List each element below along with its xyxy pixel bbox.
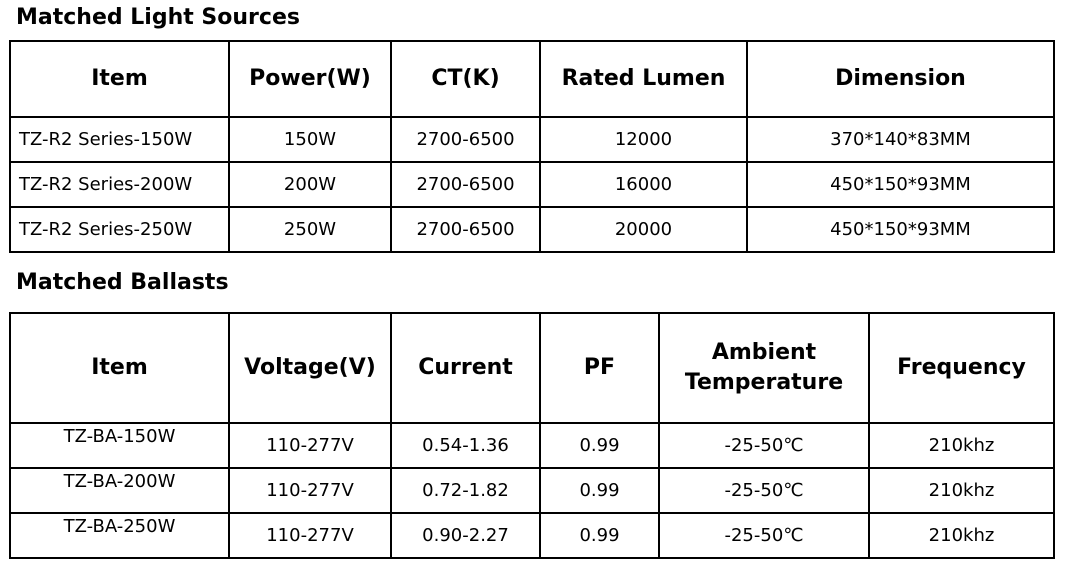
light-sources-title: Matched Light Sources — [16, 5, 300, 30]
cell-dimension: 370*140*83MM — [746, 116, 1055, 163]
header-pf: PF — [539, 312, 660, 424]
table-row: TZ-R2 Series-250W 250W 2700-6500 20000 4… — [9, 206, 1055, 253]
cell-ct: 2700-6500 — [390, 161, 541, 208]
ballasts-table: Item Voltage(V) Current PF Ambient Tempe… — [9, 312, 1055, 559]
table-row: TZ-R2 Series-200W 200W 2700-6500 16000 4… — [9, 161, 1055, 208]
cell-rated-lumen: 16000 — [539, 161, 748, 208]
cell-current: 0.72-1.82 — [390, 467, 541, 514]
cell-ambient-temperature: -25-50℃ — [658, 467, 870, 514]
cell-item: TZ-BA-250W — [9, 512, 230, 559]
cell-item: TZ-BA-150W — [9, 422, 230, 469]
cell-power: 150W — [228, 116, 392, 163]
cell-ambient-temperature: -25-50℃ — [658, 512, 870, 559]
light-sources-table: Item Power(W) CT(K) Rated Lumen Dimensio… — [9, 40, 1055, 253]
cell-voltage: 110-277V — [228, 467, 392, 514]
cell-pf: 0.99 — [539, 512, 660, 559]
header-item: Item — [9, 312, 230, 424]
header-voltage: Voltage(V) — [228, 312, 392, 424]
header-power: Power(W) — [228, 40, 392, 118]
cell-dimension: 450*150*93MM — [746, 161, 1055, 208]
cell-item: TZ-R2 Series-250W — [9, 206, 230, 253]
cell-frequency: 210khz — [868, 512, 1055, 559]
cell-power: 250W — [228, 206, 392, 253]
table-row: TZ-R2 Series-150W 150W 2700-6500 12000 3… — [9, 116, 1055, 163]
cell-current: 0.90-2.27 — [390, 512, 541, 559]
table-header-row: Item Voltage(V) Current PF Ambient Tempe… — [9, 312, 1055, 424]
table-row: TZ-BA-150W 110-277V 0.54-1.36 0.99 -25-5… — [9, 422, 1055, 469]
cell-frequency: 210khz — [868, 467, 1055, 514]
cell-item: TZ-BA-200W — [9, 467, 230, 514]
header-item: Item — [9, 40, 230, 118]
table-row: TZ-BA-200W 110-277V 0.72-1.82 0.99 -25-5… — [9, 467, 1055, 514]
cell-ct: 2700-6500 — [390, 116, 541, 163]
cell-rated-lumen: 20000 — [539, 206, 748, 253]
cell-dimension: 450*150*93MM — [746, 206, 1055, 253]
cell-pf: 0.99 — [539, 422, 660, 469]
ballasts-title: Matched Ballasts — [16, 270, 229, 295]
table-header-row: Item Power(W) CT(K) Rated Lumen Dimensio… — [9, 40, 1055, 118]
header-dimension: Dimension — [746, 40, 1055, 118]
cell-pf: 0.99 — [539, 467, 660, 514]
cell-voltage: 110-277V — [228, 512, 392, 559]
cell-voltage: 110-277V — [228, 422, 392, 469]
header-ct: CT(K) — [390, 40, 541, 118]
cell-power: 200W — [228, 161, 392, 208]
header-frequency: Frequency — [868, 312, 1055, 424]
header-rated-lumen: Rated Lumen — [539, 40, 748, 118]
cell-current: 0.54-1.36 — [390, 422, 541, 469]
table-row: TZ-BA-250W 110-277V 0.90-2.27 0.99 -25-5… — [9, 512, 1055, 559]
cell-item: TZ-R2 Series-200W — [9, 161, 230, 208]
cell-ct: 2700-6500 — [390, 206, 541, 253]
cell-frequency: 210khz — [868, 422, 1055, 469]
cell-item: TZ-R2 Series-150W — [9, 116, 230, 163]
cell-ambient-temperature: -25-50℃ — [658, 422, 870, 469]
cell-rated-lumen: 12000 — [539, 116, 748, 163]
header-ambient-temperature: Ambient Temperature — [658, 312, 870, 424]
header-current: Current — [390, 312, 541, 424]
